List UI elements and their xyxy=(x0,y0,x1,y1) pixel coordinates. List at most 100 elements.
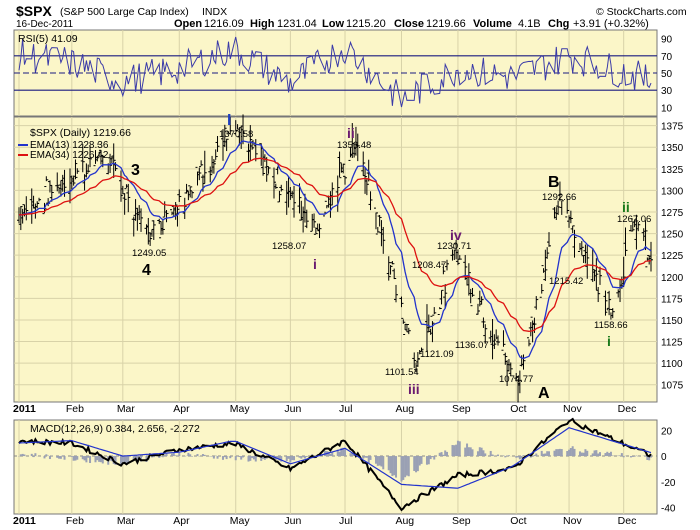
macd-legend: MACD(12,26,9) 0.384, 2.656, -2.272 xyxy=(30,423,200,435)
macd-histogram-bar xyxy=(650,456,652,458)
price-tick-label: 1300 xyxy=(661,186,684,197)
macd-histogram-bar xyxy=(533,454,536,457)
month-tick-label: Sep xyxy=(452,515,471,527)
macd-histogram-bar xyxy=(466,443,469,457)
macd-histogram-bar xyxy=(21,453,24,457)
macd-histogram-bar xyxy=(99,456,102,463)
macd-histogram-bar xyxy=(566,451,569,457)
price-annotation: 1121.09 xyxy=(420,349,454,360)
macd-histogram-bar xyxy=(429,456,432,460)
macd-histogram-bar xyxy=(59,456,62,459)
ema34-legend: EMA(34) 1226.42 xyxy=(30,150,109,161)
wave-label: 3 xyxy=(131,162,140,179)
month-tick-label: May xyxy=(230,515,251,527)
price-annotation: 1101.54 xyxy=(385,367,419,378)
macd-histogram-bar xyxy=(469,447,472,457)
macd-histogram-bar xyxy=(444,450,447,457)
macd-histogram-bar xyxy=(374,456,377,464)
volume-label: Volume xyxy=(473,18,512,30)
macd-histogram-bar xyxy=(285,456,288,461)
high-label: High xyxy=(250,18,275,30)
price-legend: $SPX (Daily) 1219.66 xyxy=(30,127,131,139)
macd-histogram-bar xyxy=(63,456,66,460)
macd-histogram-bar xyxy=(484,453,487,457)
macd-histogram-bar xyxy=(382,456,385,470)
month-tick-label: Feb xyxy=(66,515,84,527)
macd-histogram-bar xyxy=(221,456,224,460)
macd-histogram-bar xyxy=(480,447,483,457)
macd-histogram-bar xyxy=(629,456,632,458)
macd-histogram-bar xyxy=(216,456,219,459)
macd-histogram-bar xyxy=(364,456,367,458)
macd-histogram-bar xyxy=(119,456,122,467)
macd-histogram-bar xyxy=(431,456,434,458)
macd-histogram-bar xyxy=(302,456,305,458)
macd-histogram-bar xyxy=(595,450,598,457)
rsi-tick-label: 50 xyxy=(661,69,673,80)
macd-histogram-bar xyxy=(56,456,59,458)
rsi-tick-label: 90 xyxy=(661,35,673,46)
macd-histogram-bar xyxy=(234,456,237,461)
macd-histogram-bar xyxy=(32,456,35,458)
macd-histogram-bar xyxy=(172,453,175,457)
open-label: Open xyxy=(174,18,202,30)
macd-histogram-bar xyxy=(599,452,602,457)
macd-histogram-bar xyxy=(402,456,405,480)
macd-histogram-bar xyxy=(569,448,572,457)
macd-histogram-bar xyxy=(380,456,383,467)
macd-histogram-bar xyxy=(542,453,545,457)
signal-line xyxy=(18,427,652,489)
macd-histogram-bar xyxy=(456,440,459,457)
month-tick-label: Nov xyxy=(563,515,582,527)
macd-histogram-bar xyxy=(433,456,436,460)
macd-histogram-bar xyxy=(442,454,445,457)
macd-histogram-bar xyxy=(646,456,649,460)
wave-label: ii xyxy=(622,199,630,215)
month-tick-label: Jun xyxy=(284,403,301,415)
macd-histogram-bar xyxy=(571,446,574,457)
close-label: Close xyxy=(394,18,424,30)
macd-histogram-bar xyxy=(81,456,84,460)
macd-histogram-bar xyxy=(529,456,532,458)
macd-histogram-bar xyxy=(415,456,418,473)
macd-histogram-bar xyxy=(240,456,243,460)
month-tick-label: Mar xyxy=(117,515,136,527)
macd-histogram-bar xyxy=(229,456,232,459)
macd-histogram-bar xyxy=(540,450,543,457)
price-annotation: 1258.07 xyxy=(272,241,306,252)
price-annotation: 1136.07 xyxy=(455,340,489,351)
macd-histogram-bar xyxy=(191,456,194,457)
macd-histogram-bar xyxy=(353,454,356,457)
price-tick-label: 1275 xyxy=(661,208,684,219)
macd-histogram-bar xyxy=(606,451,609,457)
macd-histogram-bar xyxy=(376,456,379,466)
ema34-line xyxy=(18,157,651,332)
macd-histogram-bar xyxy=(619,455,622,457)
macd-series xyxy=(14,417,657,512)
month-tick-label: Apr xyxy=(173,515,190,527)
macd-histogram-bar xyxy=(451,445,454,457)
month-tick-label: Nov xyxy=(563,403,582,415)
volume-value: 4.1B xyxy=(518,18,541,30)
macd-histogram-bar xyxy=(287,456,290,459)
macd-histogram-bar xyxy=(298,456,301,458)
macd-histogram-bar xyxy=(212,456,215,459)
macd-histogram-bar xyxy=(85,456,88,463)
macd-histogram-bar xyxy=(300,456,303,459)
exchange-code: INDX xyxy=(202,6,227,18)
price-tick-label: 1100 xyxy=(661,359,683,370)
macd-histogram-bar xyxy=(89,456,92,463)
macd-histogram-bar xyxy=(404,456,407,478)
macd-histogram-bar xyxy=(150,456,153,458)
macd-histogram-bar xyxy=(369,456,372,460)
macd-histogram-bar xyxy=(593,450,596,457)
macd-histogram-bar xyxy=(165,453,168,457)
macd-histogram-bar xyxy=(393,456,396,476)
macd-histogram-bar xyxy=(303,456,306,459)
macd-histogram-bar xyxy=(427,456,430,465)
macd-histogram-bar xyxy=(416,456,419,472)
macd-histogram-bar xyxy=(96,456,99,461)
macd-histogram-bar xyxy=(597,453,600,457)
macd-histogram-bar xyxy=(125,456,128,465)
